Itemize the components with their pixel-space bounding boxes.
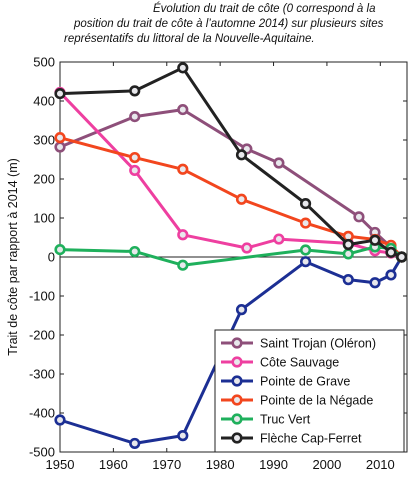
data-point-saint-trojan-oleron (273, 157, 285, 169)
legend-label: Flèche Cap-Ferret (260, 432, 362, 446)
data-point-pointe-de-grave (129, 437, 141, 450)
x-tick-label: 1980 (206, 457, 235, 472)
data-point-saint-trojan-oleron (54, 141, 66, 153)
x-tick-label: 2000 (312, 457, 341, 472)
y-tick-label: -400 (29, 406, 55, 421)
data-point-pointe-de-grave (299, 256, 312, 268)
y-tick-label: 500 (33, 55, 55, 70)
legend-label: Truc Vert (260, 413, 311, 427)
data-point-fleche-cap-ferret (235, 149, 248, 161)
legend-label: Pointe de la Négade (260, 394, 373, 408)
data-point-fleche-cap-ferret (385, 246, 397, 258)
x-tick-label: 1970 (152, 457, 181, 472)
data-point-fleche-cap-ferret (396, 251, 408, 263)
data-point-pointe-de-grave (369, 277, 381, 289)
data-point-fleche-cap-ferret (342, 238, 354, 251)
data-point-pointe-de-grave (385, 269, 397, 281)
data-point-cote-sauvage (129, 164, 141, 177)
data-point-saint-trojan-oleron (129, 110, 141, 123)
caption-line-2: position du trait de côte à l’automne 20… (74, 18, 384, 30)
data-point-truc-vert (129, 245, 141, 258)
y-tick-label: 100 (33, 211, 55, 226)
chart-caption: Évolution du trait de côte (0 correspond… (58, 2, 408, 47)
caption-line-1: Évolution du trait de côte (0 correspond… (153, 3, 376, 15)
legend-label: Saint Trojan (Oléron) (260, 337, 376, 351)
data-point-pointe-de-la-negade (177, 163, 189, 175)
x-tick-label: 1990 (259, 457, 288, 472)
data-point-fleche-cap-ferret (299, 197, 312, 210)
legend: Saint Trojan (Oléron) Côte Sauvage Pointe … (214, 329, 405, 453)
data-point-pointe-de-grave (177, 430, 189, 442)
axis-ticks: 500 400 300 200 100 0 -100 -200 -300 -400 -5001950… (29, 55, 407, 472)
data-point-pointe-de-la-negade (54, 132, 66, 144)
data-point-fleche-cap-ferret (177, 62, 189, 74)
legend-label: Pointe de Grave (260, 375, 350, 389)
legend-swatch-marker (231, 432, 243, 444)
caption-line-3: représentatifs du littoral de la Nouvell… (64, 33, 315, 45)
data-point-truc-vert (177, 259, 189, 271)
legend-swatch-marker (231, 394, 243, 406)
legend-swatch-marker (231, 337, 243, 349)
y-tick-label: -300 (29, 367, 55, 382)
data-point-pointe-de-la-negade (299, 217, 312, 229)
data-point-cote-sauvage (241, 242, 253, 254)
legend-swatch-marker (231, 413, 243, 425)
y-tick-label: 300 (33, 133, 55, 148)
y-tick-label: -100 (29, 289, 55, 304)
data-point-cote-sauvage (273, 233, 285, 245)
x-tick-label: 1960 (99, 457, 128, 472)
y-tick-label: 400 (33, 94, 55, 109)
series-line-fleche-cap-ferret (59, 66, 403, 259)
y-tick-label: 200 (33, 172, 55, 187)
data-point-pointe-de-grave (235, 304, 248, 316)
data-point-pointe-de-grave (54, 414, 66, 426)
y-tick-label: -200 (29, 328, 55, 343)
legend-label: Côte Sauvage (260, 356, 339, 370)
data-point-truc-vert (299, 244, 312, 256)
data-point-saint-trojan-oleron (353, 211, 365, 223)
legend-swatch-marker (231, 375, 243, 387)
y-tick-label: -500 (29, 445, 55, 460)
y-axis-label: Trait de côte par rapport à 2014 (m) (6, 158, 20, 356)
data-point-pointe-de-la-negade (129, 151, 141, 164)
data-point-truc-vert (54, 243, 66, 256)
legend-box (214, 329, 405, 453)
data-point-fleche-cap-ferret (129, 85, 141, 97)
data-point-fleche-cap-ferret (369, 234, 381, 246)
data-point-pointe-de-grave (342, 274, 354, 286)
series-layer (54, 62, 408, 450)
x-tick-label: 1950 (46, 457, 75, 472)
data-point-saint-trojan-oleron (177, 103, 189, 116)
data-point-truc-vert (342, 248, 354, 260)
data-point-cote-sauvage (177, 229, 189, 241)
data-point-pointe-de-la-negade (235, 193, 248, 205)
y-tick-label: 0 (48, 250, 55, 265)
data-point-fleche-cap-ferret (54, 87, 66, 100)
legend-swatch-marker (231, 356, 243, 368)
x-tick-label: 2010 (366, 457, 395, 472)
